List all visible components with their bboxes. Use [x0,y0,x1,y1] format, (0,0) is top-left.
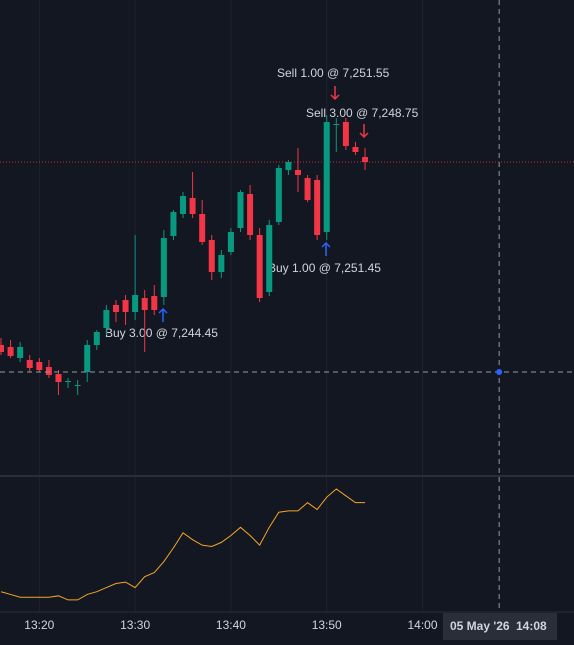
candle-body [333,124,340,125]
crosshair-time: 14:08 [516,619,547,633]
annotation: Buy 3.00 @ 7,244.45 [105,326,218,340]
candle-body [285,162,292,170]
candle-body [256,235,263,298]
candle-body [141,298,148,310]
candle-body [237,192,244,228]
candle-body [199,214,206,242]
candle-body [342,122,349,146]
candle-body [352,147,359,152]
buy-arrows [158,241,331,322]
crosshair-label-box [443,613,557,640]
candle-body [65,381,72,382]
candle-body [26,360,33,368]
candle-body [132,295,139,312]
crosshair-date: 05 May '26 [450,619,510,633]
candle-body [170,212,177,236]
candle-body [247,194,254,235]
candle-body [275,168,282,222]
candle-body [36,362,43,370]
candle-body [266,225,273,292]
candle-body [323,122,330,232]
candle-body [7,347,14,356]
candle-body [208,240,215,272]
candle-body [45,367,52,375]
candle-body [93,332,100,345]
candle-body [0,345,4,352]
candle-body [189,198,196,214]
sell-arrows [330,86,369,139]
candle-body [304,178,311,200]
candle-body [112,305,119,312]
candle-body [314,180,321,235]
candle-body [84,345,91,372]
candle-body [180,196,187,214]
x-tick-label: 13:20 [24,618,54,632]
crosshair-dot [496,369,503,375]
x-tick-label: 14:00 [408,618,438,632]
annotation: Sell 1.00 @ 7,251.55 [277,66,390,80]
x-tick-label: 13:30 [120,618,150,632]
candle-body [294,170,301,175]
annotation: Buy 1.00 @ 7,251.45 [268,261,381,275]
indicator-line [0,488,366,601]
candle-body [17,347,24,358]
candle-body [227,232,234,252]
x-tick-label: 13:40 [216,618,246,632]
candle-body [362,157,369,162]
candle-body [74,385,81,386]
candle-body [122,300,129,312]
candle-body [55,374,62,382]
x-tick-label: 13:50 [312,618,342,632]
candle-body [218,255,225,272]
annotation: Sell 3.00 @ 7,248.75 [306,106,419,120]
candle-body [151,296,158,310]
candle-body [103,310,110,328]
candle-body [160,238,167,297]
